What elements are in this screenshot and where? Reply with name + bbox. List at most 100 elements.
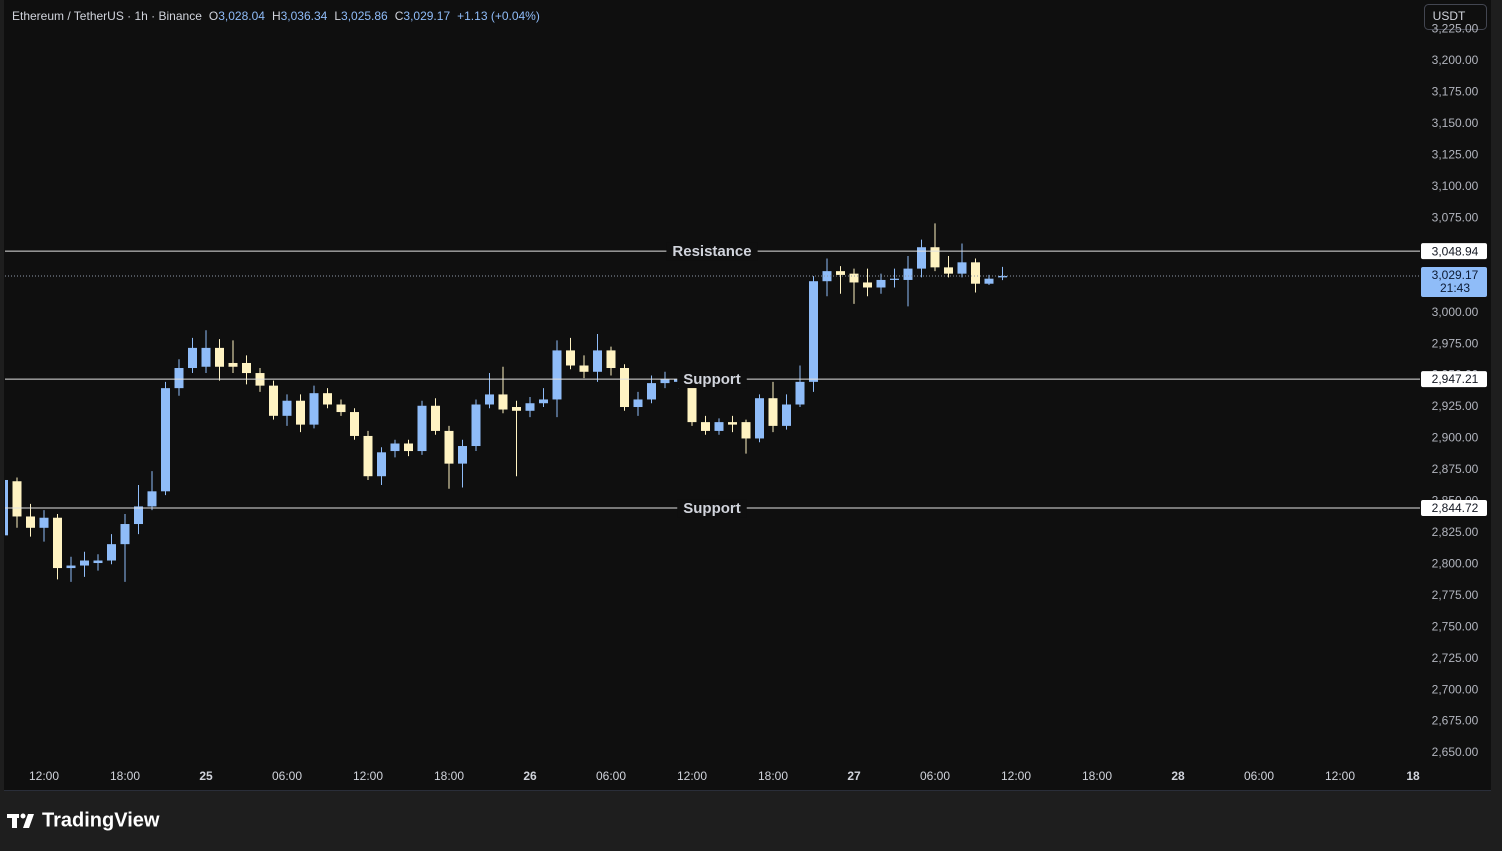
candle-body	[971, 262, 980, 284]
level-label: Support	[683, 371, 741, 388]
last-price-tag	[1421, 266, 1487, 297]
level-label: Support	[683, 500, 741, 517]
candle-body	[890, 278, 899, 280]
candle-body	[633, 399, 643, 408]
candle-body	[647, 383, 656, 400]
candle-body	[525, 403, 535, 411]
candle-body	[836, 271, 845, 275]
symbol-info: Ethereum / TetherUS · 1h · Binance	[12, 9, 202, 23]
candle-body	[768, 398, 778, 426]
candle-body	[39, 517, 49, 528]
y-tick-label: 2,900.00	[1432, 431, 1479, 445]
candle-body	[147, 491, 157, 507]
y-tick-label: 3,075.00	[1432, 210, 1479, 224]
level-price-label: 2,844.72	[1432, 501, 1479, 515]
y-tick-label: 3,225.00	[1432, 22, 1479, 36]
candle-body	[107, 544, 116, 561]
x-tick-label: 18:00	[1082, 769, 1112, 783]
candle-body	[444, 430, 454, 464]
x-tick-label: 12:00	[353, 769, 383, 783]
candle-body	[795, 381, 805, 405]
level-label-background	[677, 370, 747, 389]
candle-body	[782, 404, 791, 426]
y-tick-label: 2,800.00	[1432, 556, 1479, 570]
candle-body	[620, 368, 629, 408]
candle-body	[363, 435, 373, 477]
y-tick-label: 2,875.00	[1432, 462, 1479, 476]
x-tick-label: 28	[1171, 769, 1185, 783]
candle-body	[606, 350, 616, 369]
y-tick-label: 2,825.00	[1432, 525, 1479, 539]
y-tick-label: 3,100.00	[1432, 179, 1479, 193]
y-tick-label: 2,775.00	[1432, 588, 1479, 602]
x-tick-label: 12:00	[677, 769, 707, 783]
candle-body	[579, 365, 589, 372]
ohlc-value: 3,028.04	[218, 9, 265, 23]
ohlc-value: 3,029.17	[403, 9, 450, 23]
candle-body	[660, 379, 670, 384]
candle-body	[876, 279, 886, 288]
ohlc-key: O	[209, 9, 218, 23]
ohlc-key: L	[334, 9, 341, 23]
candle-body	[134, 506, 143, 525]
y-tick-label: 2,725.00	[1432, 651, 1479, 665]
candle-body	[930, 247, 940, 268]
candle-body	[809, 281, 818, 382]
candle-body	[498, 394, 508, 410]
candle-body	[174, 368, 184, 389]
x-tick-label: 18:00	[758, 769, 788, 783]
level-label-background	[677, 499, 747, 518]
x-tick-label: 06:00	[1244, 769, 1274, 783]
y-tick-label: 3,150.00	[1432, 116, 1479, 130]
candle-body	[228, 362, 238, 367]
candle-body	[944, 267, 953, 274]
countdown-label: 21:43	[1440, 281, 1470, 295]
x-tick-label: 25	[199, 769, 213, 783]
candle-body	[93, 560, 103, 564]
candle-body	[26, 516, 35, 528]
ohlc-key: H	[272, 9, 281, 23]
candle-body	[755, 398, 764, 439]
candle-body	[201, 347, 211, 367]
candle-body	[728, 422, 737, 425]
candle-body	[66, 565, 76, 569]
y-tick-label: 3,000.00	[1432, 305, 1479, 319]
candle-body	[188, 347, 197, 369]
candle-body	[377, 452, 386, 477]
candle-body	[741, 422, 751, 439]
candle-body	[512, 407, 521, 411]
currency-label[interactable]: USDT	[1433, 9, 1466, 23]
level-price-tag	[1421, 371, 1487, 388]
x-tick-label: 06:00	[920, 769, 950, 783]
candle-body	[714, 422, 724, 431]
x-tick-label: 18:00	[434, 769, 464, 783]
candle-body	[701, 422, 710, 431]
candle-body	[471, 404, 481, 447]
candles	[5, 223, 1007, 582]
candle-body	[593, 350, 602, 372]
currency-button[interactable]	[1424, 4, 1487, 30]
level-price-label: 3,048.94	[1432, 244, 1479, 258]
candle-body	[336, 404, 346, 413]
plot-background	[4, 0, 1491, 790]
candle-body	[984, 278, 994, 284]
y-tick-label: 3,200.00	[1432, 53, 1479, 67]
level-price-label: 2,947.21	[1432, 372, 1479, 386]
candle-body	[458, 446, 467, 464]
candle-body	[296, 400, 305, 425]
ohlc-value: 3,025.86	[341, 9, 388, 23]
candle-body	[566, 350, 575, 366]
candle-body	[957, 262, 967, 274]
y-tick-label: 3,125.00	[1432, 148, 1479, 162]
candle-body	[917, 247, 926, 269]
brand-name: TradingView	[42, 809, 160, 831]
candle-body	[417, 405, 427, 452]
x-tick-label: 12:00	[1325, 769, 1355, 783]
level-price-tag	[1421, 243, 1487, 260]
candle-body	[120, 524, 130, 545]
y-tick-label: 2,750.00	[1432, 619, 1479, 633]
y-tick-label: 2,675.00	[1432, 714, 1479, 728]
x-tick-label: 06:00	[272, 769, 302, 783]
candle-body	[863, 282, 872, 288]
candle-body	[282, 400, 292, 416]
